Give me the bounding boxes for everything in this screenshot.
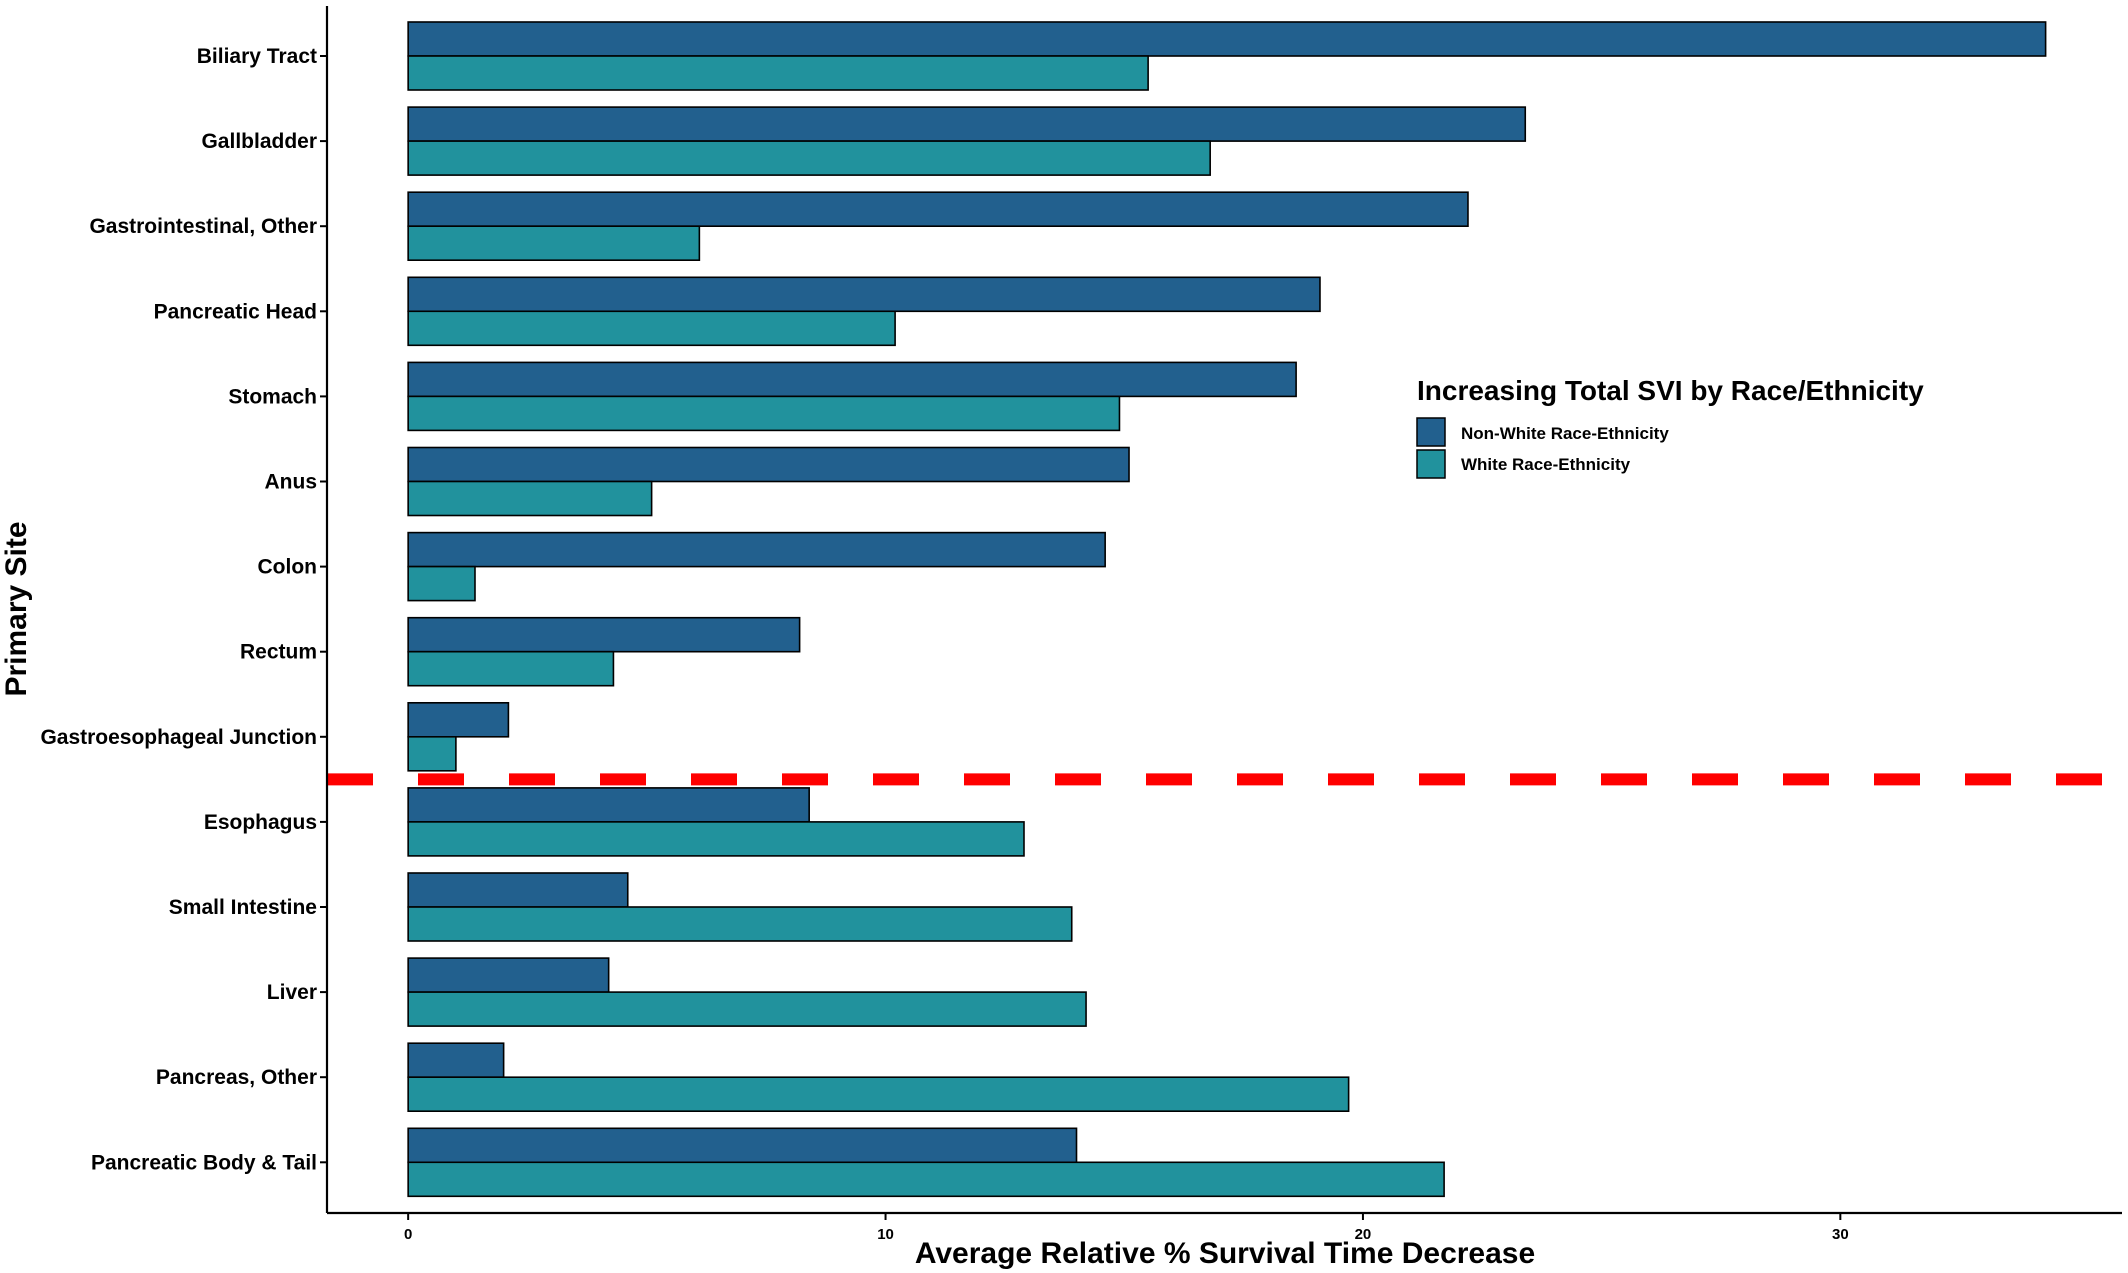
bar-non-white (407, 106, 1527, 142)
category-label: Rectum (240, 641, 317, 664)
bar-non-white (407, 957, 610, 993)
bar-white (407, 565, 476, 602)
bar-white (407, 821, 1025, 857)
bar-non-white (407, 616, 801, 653)
x-tick-label: 30 (1832, 1226, 1849, 1243)
x-tick-label: 10 (877, 1226, 894, 1243)
bars-layer (407, 21, 2047, 1198)
category-label: Pancreas, Other (156, 1066, 317, 1089)
bar-white (407, 480, 653, 517)
bar-non-white (407, 1042, 505, 1078)
category-label: Esophagus (204, 811, 317, 834)
bar-non-white (407, 787, 810, 823)
bar-non-white (407, 531, 1106, 568)
legend-swatch-non-white (1416, 417, 1446, 447)
category-label: Stomach (228, 385, 317, 408)
x-tick-label: 20 (1355, 1226, 1372, 1243)
bar-white (407, 735, 457, 772)
category-label: Gastrointestinal, Other (89, 215, 317, 238)
legend-label-non-white: Non-White Race-Ethnicity (1461, 424, 1669, 443)
bar-non-white (407, 21, 2047, 57)
bar-white (407, 140, 1211, 176)
x-axis-title: Average Relative % Survival Time Decreas… (915, 1237, 1535, 1270)
bar-non-white (407, 361, 1297, 398)
category-label: Colon (258, 556, 317, 579)
bar-white (407, 650, 615, 687)
x-axis-ticks: 0 10 20 30 (404, 1213, 1849, 1243)
bar-white (407, 395, 1121, 432)
y-axis-title: Primary Site (0, 521, 33, 696)
bar-non-white (407, 872, 629, 908)
bar-white (407, 1076, 1350, 1112)
legend-swatch-white (1416, 449, 1446, 479)
x-tick-label: 0 (404, 1226, 412, 1243)
legend-title: Increasing Total SVI by Race/Ethnicity (1417, 375, 1924, 406)
bar-white (407, 991, 1087, 1027)
bar-white (407, 1161, 1445, 1198)
category-label: Anus (265, 471, 318, 494)
category-label: Pancreatic Body & Tail (91, 1151, 317, 1174)
bar-non-white (407, 276, 1321, 313)
bar-white (407, 225, 701, 261)
bar-white (407, 310, 896, 347)
bar-white (407, 906, 1073, 942)
legend: Increasing Total SVI by Race/Ethnicity N… (1416, 375, 1924, 479)
category-label: Liver (267, 981, 317, 1004)
category-label: Gastroesophageal Junction (40, 726, 317, 749)
category-label: Biliary Tract (197, 45, 317, 68)
category-label: Pancreatic Head (154, 300, 317, 323)
bar-non-white (407, 701, 510, 738)
bar-non-white (407, 446, 1130, 483)
bar-white (407, 55, 1149, 91)
bar-non-white (407, 1127, 1078, 1164)
legend-label-white: White Race-Ethnicity (1461, 455, 1631, 474)
category-label: Gallbladder (201, 130, 317, 153)
category-label: Small Intestine (169, 896, 317, 919)
category-labels: Biliary Tract Gallbladder Gastrointestinal… (40, 45, 327, 1174)
bar-non-white (407, 191, 1469, 227)
